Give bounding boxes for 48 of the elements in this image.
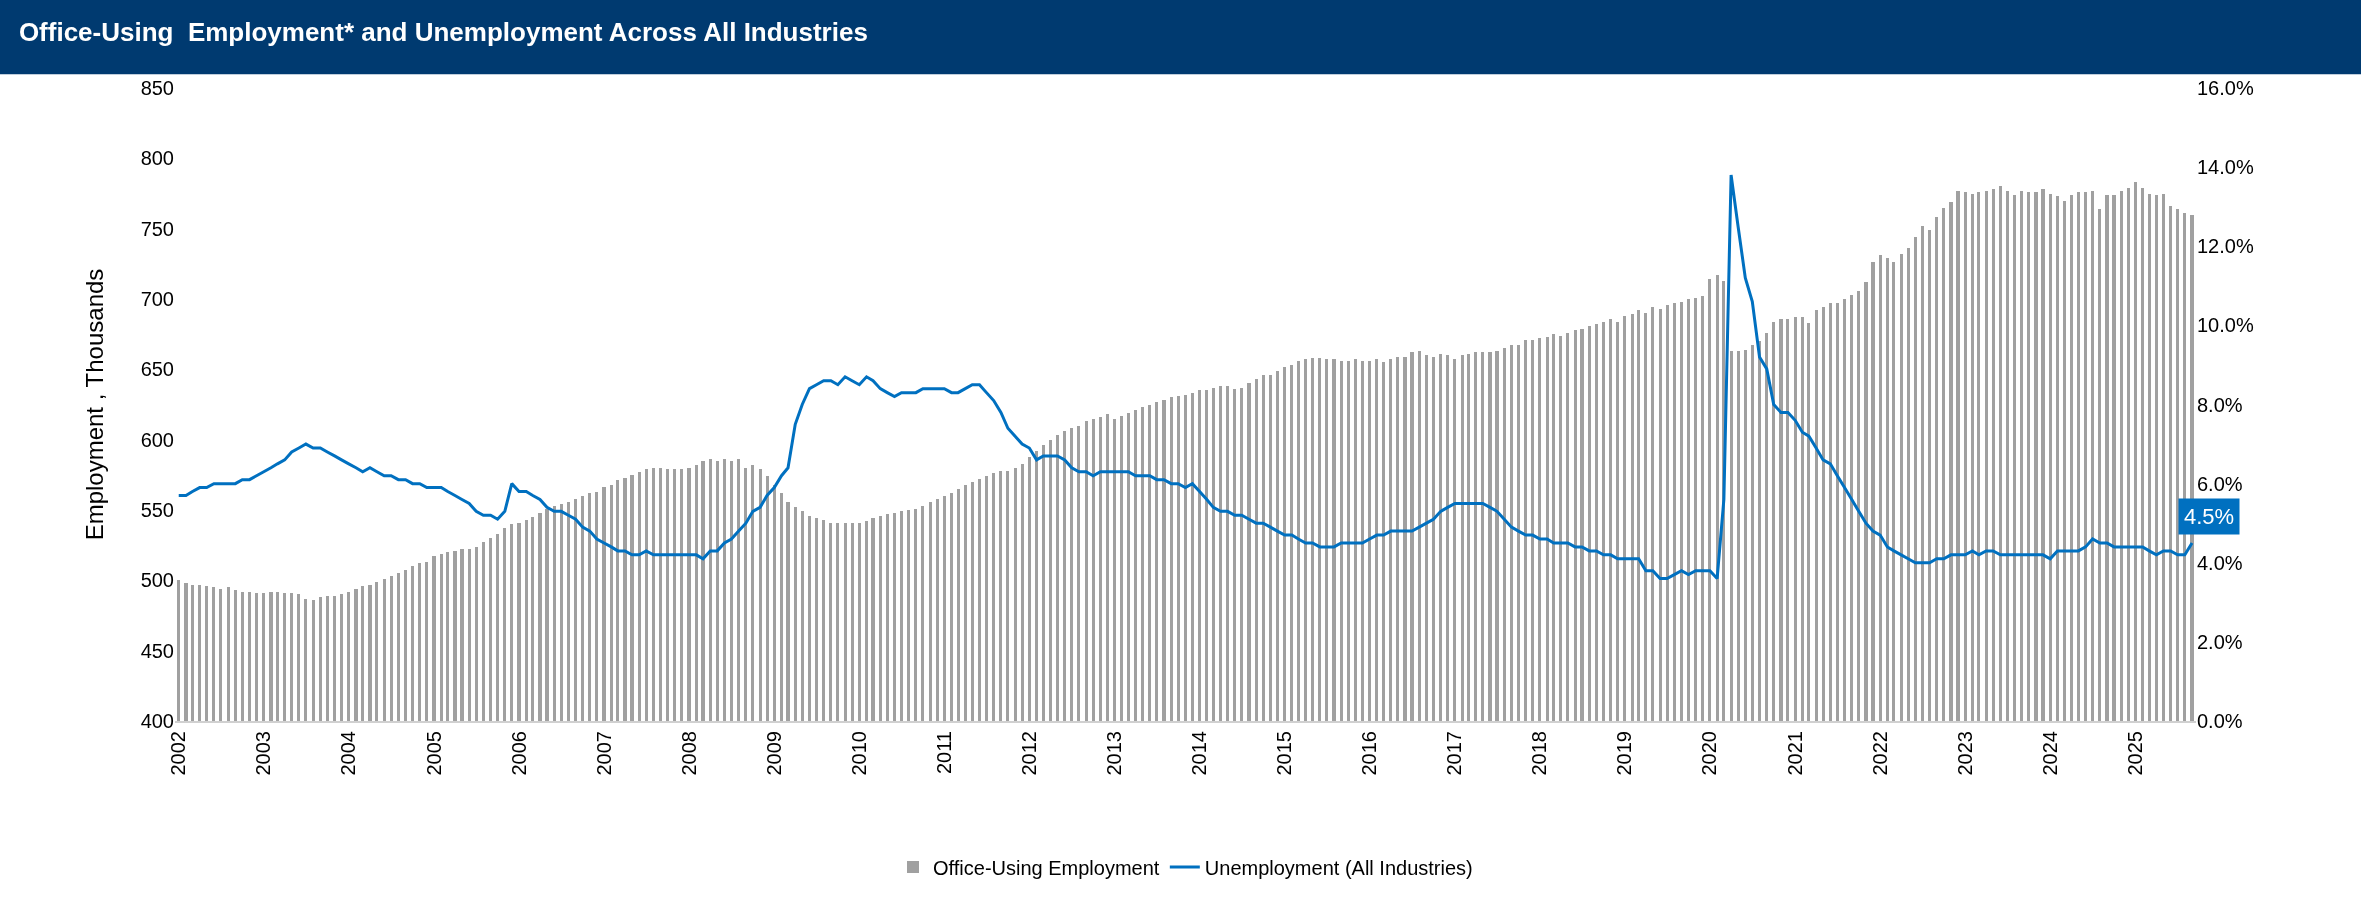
x-tick-label: 2021: [1783, 731, 1806, 776]
y-tick-label: 400: [140, 710, 174, 732]
x-tick-label: 2009: [762, 731, 785, 776]
y-tick-label: 800: [140, 147, 174, 170]
y2-tick-label: 16.0%: [2197, 77, 2254, 99]
x-tick-label: 2017: [1443, 731, 1466, 776]
x-tick-label: 2007: [592, 731, 615, 776]
y2-tick-label: 14.0%: [2197, 156, 2254, 179]
y-tick-label: 700: [140, 288, 174, 310]
y-tick-label: 500: [140, 569, 174, 592]
x-tick-label: 2022: [1868, 731, 1891, 776]
x-tick-label: 2003: [252, 731, 275, 776]
legend-label: Unemployment (All Industries): [1204, 856, 1473, 879]
x-tick-label: 2016: [1358, 731, 1381, 776]
x-tick-label: 2002: [167, 731, 190, 776]
x-tick-label: 2020: [1698, 731, 1721, 776]
y2-tick-label: 2.0%: [2197, 630, 2243, 653]
x-tick-label: 2011: [932, 731, 955, 775]
y-tick-label: 750: [140, 217, 174, 240]
y-tick-label: 550: [140, 499, 174, 521]
y-tick-label: 450: [140, 639, 174, 662]
x-tick-label: 2015: [1273, 731, 1296, 776]
y-axis-title: Employment , Thousands: [80, 268, 108, 541]
x-tick-label: 2012: [1017, 731, 1040, 776]
x-tick-label: 2018: [1528, 731, 1551, 776]
y2-tick-label: 12.0%: [2197, 235, 2254, 258]
x-tick-label: 2010: [847, 731, 870, 776]
x-tick-label: 2005: [422, 731, 445, 776]
y-tick-label: 850: [140, 77, 174, 99]
data-label: 4.5%: [2184, 504, 2235, 529]
x-tick-label: 2024: [2038, 731, 2061, 776]
y2-tick-label: 4.0%: [2197, 551, 2243, 574]
y2-tick-label: 0.0%: [2197, 710, 2243, 732]
x-tick-label: 2008: [677, 731, 700, 776]
x-tick-label: 2013: [1103, 731, 1126, 776]
y-tick-label: 650: [140, 358, 174, 381]
legend-label: Office-Using Employment: [933, 856, 1160, 879]
x-tick-label: 2025: [2123, 731, 2146, 776]
x-tick-label: 2023: [1953, 731, 1976, 776]
y2-tick-label: 8.0%: [2197, 393, 2243, 416]
y2-tick-label: 6.0%: [2197, 472, 2243, 495]
x-tick-label: 2006: [507, 731, 530, 776]
x-tick-label: 2004: [337, 731, 360, 776]
chart-title: Office-Using Employment* and Unemployment Across All Industries: [18, 16, 868, 47]
y2-tick-label: 10.0%: [2197, 314, 2254, 337]
y-tick-label: 600: [140, 428, 174, 451]
x-tick-label: 2014: [1188, 731, 1211, 776]
x-tick-label: 2019: [1613, 731, 1636, 776]
